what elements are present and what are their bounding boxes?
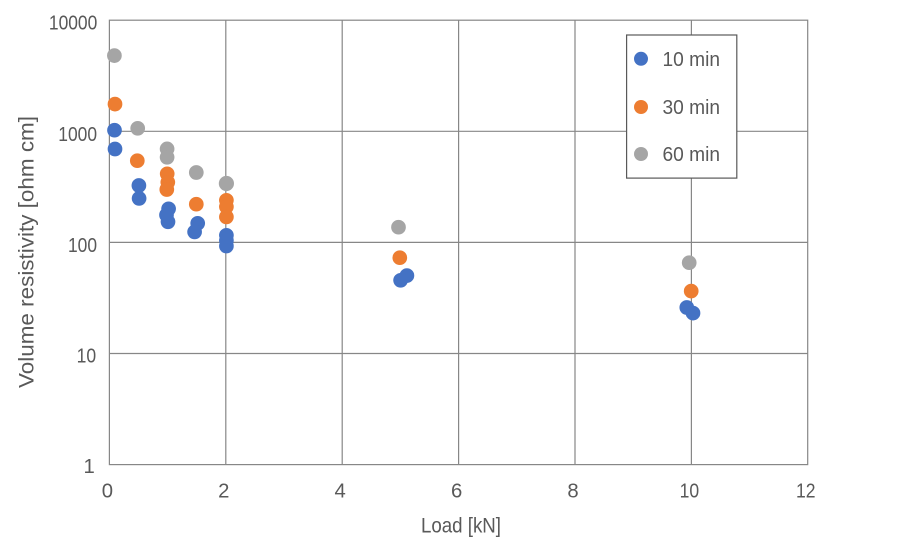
svg-text:12: 12 [796,481,816,503]
svg-text:0: 0 [102,481,113,503]
svg-text:10: 10 [77,345,97,367]
svg-text:60 min: 60 min [663,143,721,166]
svg-text:1000: 1000 [58,124,97,146]
svg-text:Volume resistivity [ohm cm]: Volume resistivity [ohm cm] [16,116,39,388]
svg-text:10000: 10000 [49,13,97,35]
svg-text:2: 2 [218,481,229,503]
svg-text:1: 1 [84,456,95,478]
svg-text:Load [kN]: Load [kN] [421,514,501,537]
svg-text:100: 100 [68,235,97,257]
svg-text:6: 6 [451,481,462,503]
svg-text:8: 8 [567,481,578,503]
svg-text:30 min: 30 min [663,96,721,119]
svg-text:4: 4 [335,481,346,503]
svg-text:10: 10 [680,481,700,503]
svg-text:10 min: 10 min [663,48,721,71]
